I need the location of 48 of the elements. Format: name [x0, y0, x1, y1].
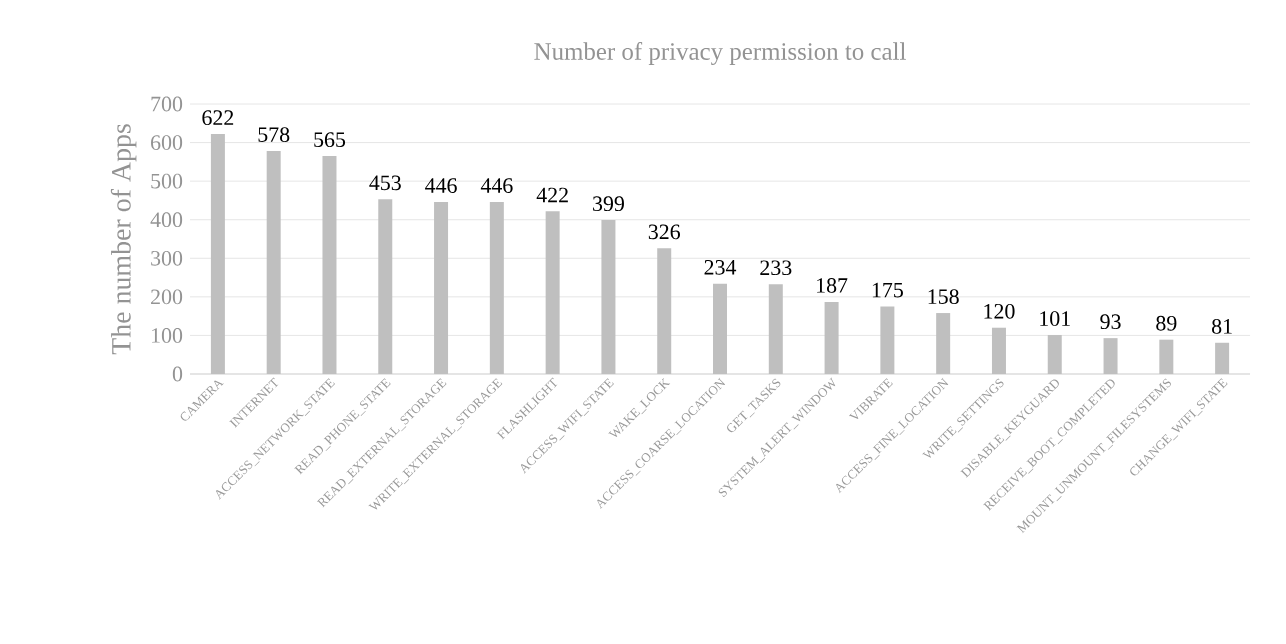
- y-tick-label: 600: [151, 135, 183, 150]
- data-label: 187: [817, 278, 848, 293]
- bar: [991, 327, 1006, 374]
- data-label: 93: [1100, 314, 1121, 330]
- data-label: 158: [928, 289, 959, 305]
- y-tick-label: 300: [151, 250, 183, 266]
- data-label: 565: [314, 132, 346, 148]
- bar: [768, 284, 783, 374]
- data-label: 453: [369, 175, 401, 191]
- bar: [713, 283, 728, 374]
- y-tick-label: 400: [150, 212, 183, 228]
- data-label: 422: [536, 187, 568, 203]
- data-label: 233: [760, 260, 792, 276]
- data-label: 622: [202, 110, 234, 126]
- bar: [936, 313, 951, 374]
- data-label: 578: [258, 127, 290, 143]
- bar: [378, 199, 393, 374]
- y-tick-label: 200: [151, 289, 183, 305]
- bar: [489, 201, 504, 374]
- data-label: 120: [984, 303, 1015, 319]
- y-tick-label: 0: [172, 366, 183, 382]
- bar: [266, 151, 281, 374]
- bar: [210, 134, 225, 374]
- chart-title: Number of privacy permission to call: [534, 42, 906, 66]
- data-label: 234: [704, 259, 737, 275]
- data-label: 101: [1040, 311, 1070, 327]
- y-tick-label: 100: [152, 328, 183, 343]
- bar: [1159, 339, 1174, 374]
- bar: [545, 211, 560, 374]
- bar: [1215, 342, 1230, 374]
- bar: [1103, 338, 1118, 374]
- data-label: 446: [425, 178, 457, 193]
- data-label: 81: [1212, 318, 1232, 334]
- bar: [434, 201, 449, 374]
- bar: [824, 301, 839, 374]
- bar: [322, 156, 337, 374]
- y-tick-label: 700: [151, 96, 183, 112]
- data-label: 89: [1156, 315, 1177, 331]
- data-label: 175: [872, 282, 903, 298]
- data-label: 446: [480, 178, 513, 193]
- data-label: 326: [648, 224, 681, 240]
- bar: [880, 306, 895, 374]
- bar: [657, 248, 672, 374]
- data-label: 399: [593, 196, 624, 212]
- bar: [601, 220, 616, 374]
- bar: [1047, 335, 1062, 374]
- y-axis-title: The number of Apps: [110, 124, 137, 355]
- y-tick-label: 500: [151, 173, 183, 189]
